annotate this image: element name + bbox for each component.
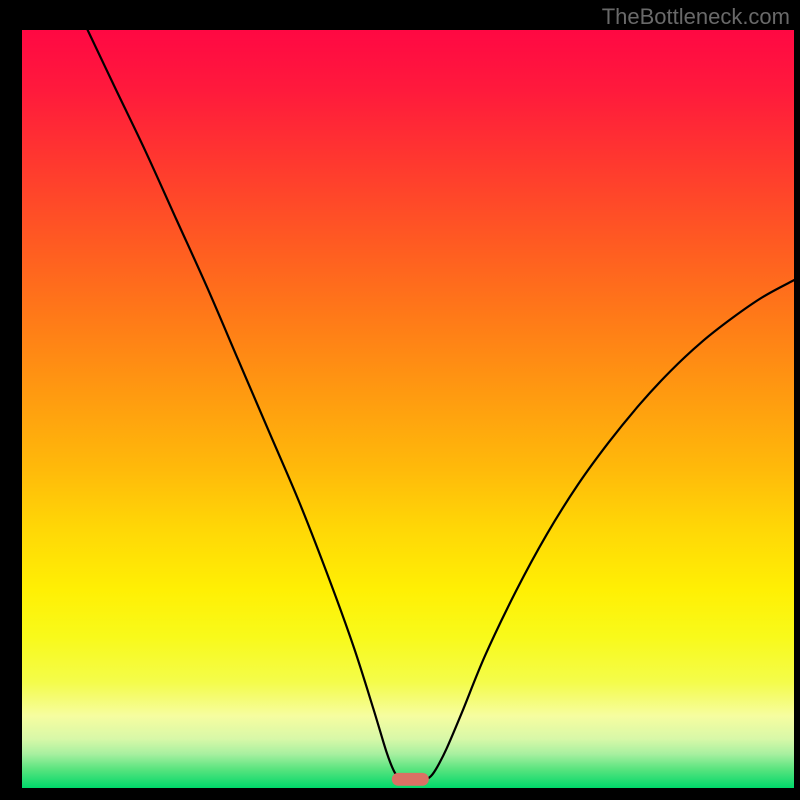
- bottleneck-curve-chart: [22, 30, 794, 788]
- watermark-text: TheBottleneck.com: [602, 4, 790, 30]
- chart-frame: TheBottleneck.com: [0, 0, 800, 800]
- optimal-point-marker: [392, 773, 429, 786]
- chart-background: [22, 30, 794, 788]
